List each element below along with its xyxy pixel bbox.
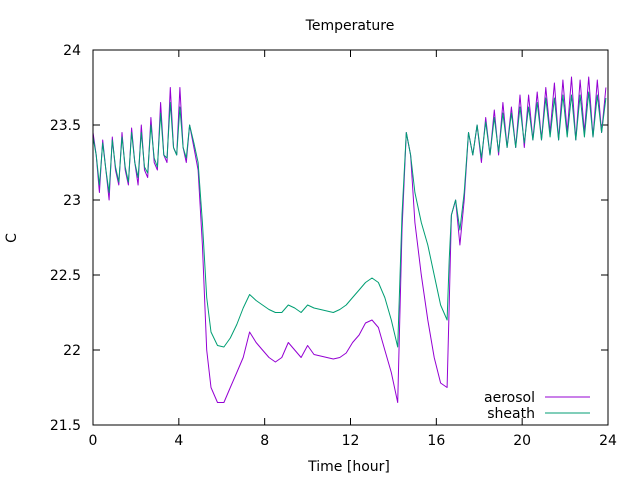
y-tick-label: 22 bbox=[63, 343, 81, 359]
x-axis-label: Time [hour] bbox=[307, 459, 390, 475]
legend-label-sheath: sheath bbox=[487, 406, 535, 422]
x-tick-label: 0 bbox=[89, 433, 98, 449]
y-tick-label: 21.5 bbox=[50, 418, 81, 434]
series-line-sheath bbox=[92, 91, 607, 348]
plot-frame bbox=[92, 49, 609, 426]
y-axis-label: C bbox=[4, 233, 20, 243]
x-tick-label: 4 bbox=[174, 433, 183, 449]
x-tick-label: 24 bbox=[599, 433, 617, 449]
legend-label-aerosol: aerosol bbox=[484, 390, 535, 406]
x-tick-label: 16 bbox=[427, 433, 445, 449]
chart-title: Temperature bbox=[305, 18, 395, 34]
y-tick-label: 22.5 bbox=[50, 268, 81, 284]
series-line-aerosol bbox=[92, 76, 607, 403]
y-tick-label: 23 bbox=[63, 193, 81, 209]
y-tick-label: 24 bbox=[63, 43, 81, 59]
x-tick-label: 12 bbox=[342, 433, 360, 449]
x-tick-label: 8 bbox=[260, 433, 269, 449]
series-layer bbox=[92, 76, 607, 403]
x-tick-label: 20 bbox=[513, 433, 531, 449]
y-axis: 21.5 22 22.5 23 23.5 24 bbox=[50, 43, 608, 434]
y-tick-label: 23.5 bbox=[50, 118, 81, 134]
